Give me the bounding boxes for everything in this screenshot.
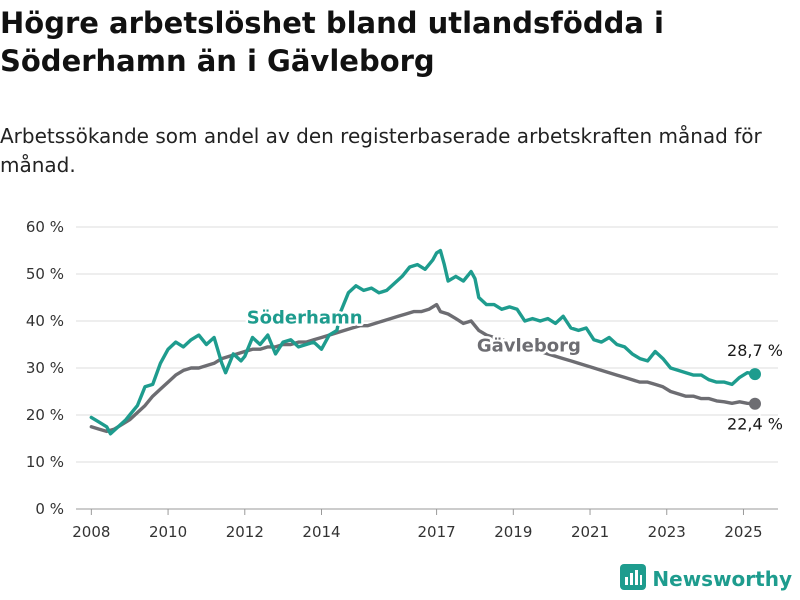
end-value-label: 22,4 % xyxy=(727,415,783,434)
x-tick-label: 2012 xyxy=(226,523,264,541)
y-tick-label: 0 % xyxy=(35,500,64,518)
series-end-point xyxy=(748,368,761,381)
series-end-point xyxy=(748,397,761,410)
y-tick-label: 10 % xyxy=(26,453,64,471)
x-tick-label: 2019 xyxy=(494,523,532,541)
x-tick-label: 2010 xyxy=(149,523,187,541)
newsworthy-logo-icon xyxy=(620,564,647,594)
x-tick-label: 2025 xyxy=(724,523,762,541)
y-tick-label: 30 % xyxy=(26,359,64,377)
y-tick-label: 40 % xyxy=(26,312,64,330)
x-tick-label: 2017 xyxy=(417,523,455,541)
x-tick-label: 2021 xyxy=(571,523,609,541)
chart-subtitle: Arbetssökande som andel av den registerb… xyxy=(0,124,762,177)
series-line-gavleborg xyxy=(89,302,757,434)
series-name-label: Söderhamn xyxy=(247,307,363,328)
brand: Newsworthy xyxy=(620,564,792,594)
brand-name: Newsworthy xyxy=(652,567,792,591)
y-tick-label: 20 % xyxy=(26,406,64,424)
x-tick-label: 2014 xyxy=(302,523,340,541)
x-tick-label: 2023 xyxy=(648,523,686,541)
chart-title: Högre arbetslöshet bland utlandsfödda i … xyxy=(0,6,664,78)
y-tick-label: 50 % xyxy=(26,265,64,283)
x-tick-label: 2008 xyxy=(72,523,110,541)
end-value-label: 28,7 % xyxy=(727,341,783,360)
series-name-label: Gävleborg xyxy=(477,336,581,357)
y-tick-label: 60 % xyxy=(26,218,64,236)
series-line-soderhamn xyxy=(89,248,757,436)
